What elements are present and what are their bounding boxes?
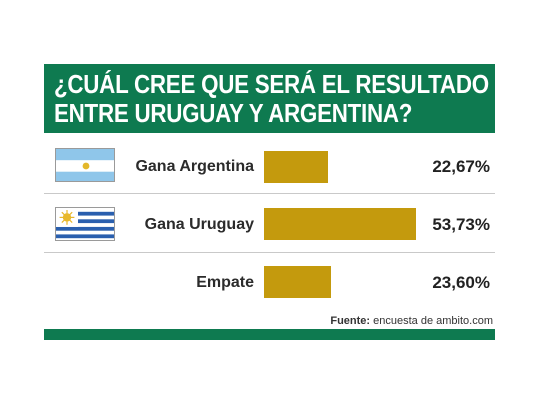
value-label-gana-argentina: 22,67% [432, 157, 490, 176]
source-note: Fuente: encuesta de ambito.com [330, 315, 493, 327]
value-label-gana-uruguay: 53,73% [432, 215, 490, 234]
uruguay-flag-icon [55, 207, 115, 241]
title-line-2: ENTRE URUGUAY Y ARGENTINA? [54, 98, 413, 128]
category-label-gana-argentina: Gana Argentina [135, 158, 254, 175]
category-label-empate: Empate [196, 274, 254, 291]
bar-empate [264, 266, 331, 298]
source-text: encuesta de ambito.com [370, 315, 493, 327]
value-label-empate: 23,60% [432, 273, 490, 292]
bar-gana-argentina [264, 151, 329, 183]
argentina-flag-icon [55, 148, 115, 182]
title-line-1: ¿CUÁL CREE QUE SERÁ EL RESULTADO [54, 69, 489, 99]
chart-title: ¿CUÁL CREE QUE SERÁ EL RESULTADO ENTRE U… [44, 64, 495, 133]
category-label-gana-uruguay: Gana Uruguay [144, 216, 254, 233]
bar-gana-uruguay [264, 208, 416, 240]
footer-bar [44, 329, 495, 340]
source-label: Fuente: [330, 315, 371, 327]
row-separator [44, 193, 495, 194]
row-separator [44, 252, 495, 253]
